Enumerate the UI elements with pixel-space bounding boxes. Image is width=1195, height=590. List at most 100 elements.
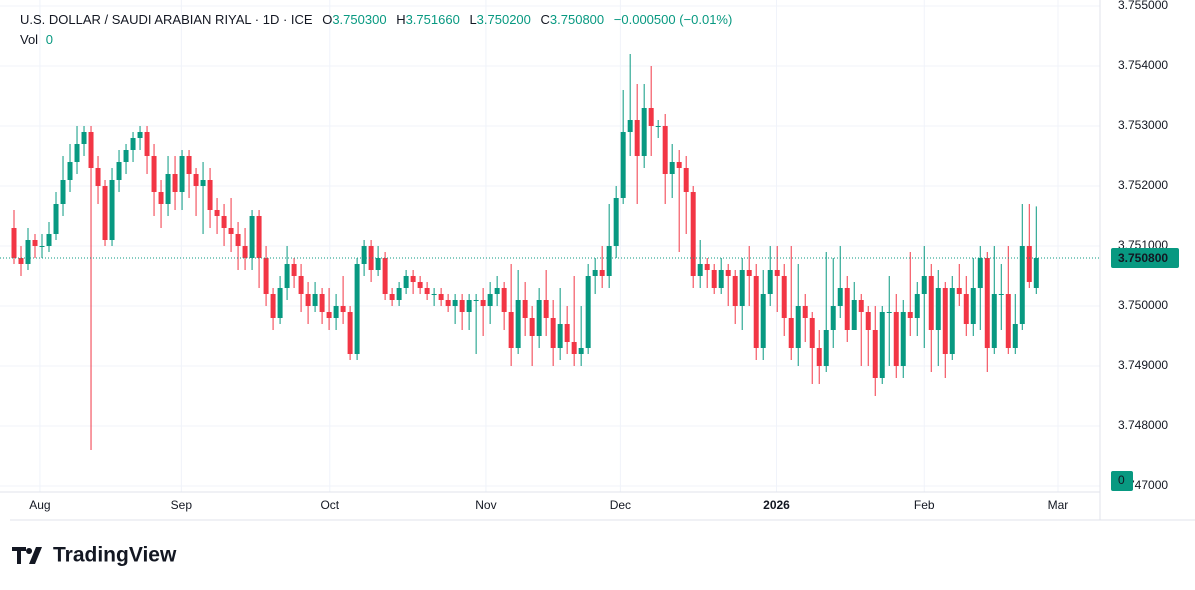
candle-body: [823, 330, 829, 366]
candle-body: [368, 246, 374, 270]
candle-body: [998, 294, 1004, 295]
ohlc-value: 3.750200: [477, 12, 531, 27]
candle-body: [970, 288, 976, 324]
logo-icon: [12, 547, 42, 564]
candle-body: [438, 294, 444, 300]
candle-body: [151, 156, 157, 192]
candle-body: [305, 294, 311, 306]
candle-body: [515, 300, 521, 348]
candle-body: [396, 288, 402, 300]
candle-body: [130, 138, 136, 150]
x-tick-label: Dec: [610, 498, 631, 512]
candle-body: [1026, 246, 1032, 282]
x-tick-label: Sep: [171, 498, 193, 512]
brand-name: TradingView: [53, 544, 177, 567]
candle-body: [494, 288, 500, 294]
candle-body: [788, 318, 794, 348]
candle-body: [431, 294, 437, 295]
y-tick-label: 3.750000: [1118, 298, 1168, 312]
candle-body: [452, 300, 458, 306]
candle-body: [711, 270, 717, 288]
candle-body: [242, 246, 248, 258]
candle-body: [900, 312, 906, 366]
candles: [0, 54, 1100, 450]
x-tick-label: Mar: [1048, 498, 1069, 512]
candle-body: [340, 306, 346, 312]
candle-body: [326, 312, 332, 318]
volume-tag-label: 0: [1118, 473, 1125, 487]
candle-body: [662, 126, 668, 174]
candle-body: [830, 306, 836, 330]
candle-body: [347, 312, 353, 354]
candle-body: [235, 234, 241, 246]
candle-body: [298, 276, 304, 294]
candle-body: [928, 276, 934, 330]
y-tick-label: 3.752000: [1118, 178, 1168, 192]
candle-body: [676, 162, 682, 168]
candle-body: [1012, 324, 1018, 348]
candle-body: [137, 132, 143, 138]
ohlc-label: O: [322, 12, 332, 27]
candle-body: [74, 144, 80, 162]
candle-body: [480, 300, 486, 306]
candle-body: [473, 300, 479, 301]
grid: [0, 0, 1100, 492]
volume-label: Vol: [20, 32, 38, 47]
candle-body: [11, 228, 17, 258]
candle-body: [459, 300, 465, 312]
candle-body: [354, 264, 360, 354]
candle-body: [935, 288, 941, 330]
candle-body: [991, 294, 997, 348]
candle-body: [25, 240, 31, 264]
candle-body: [522, 300, 528, 318]
candle-body: [361, 246, 367, 264]
candle-body: [802, 306, 808, 318]
candle-body: [291, 264, 297, 276]
candle-body: [256, 216, 262, 258]
candle-body: [564, 324, 570, 342]
candle-body: [606, 246, 612, 276]
candle-body: [956, 288, 962, 294]
candle-body: [690, 192, 696, 276]
candle-body: [669, 162, 675, 174]
candle-body: [165, 174, 171, 204]
candle-body: [704, 264, 710, 270]
y-tick-label: 3.754000: [1118, 58, 1168, 72]
volume-tag: [1111, 471, 1133, 491]
candle-body: [424, 288, 430, 294]
candle-body: [809, 318, 815, 348]
last-price-label: 3.750800: [1118, 251, 1168, 265]
candle-body: [914, 294, 920, 318]
legend-header: U.S. DOLLAR / SAUDI ARABIAN RIYAL · 1D ·…: [20, 12, 732, 27]
candle-body: [879, 312, 885, 378]
candle-body: [382, 258, 388, 294]
candle-body: [95, 168, 101, 186]
candle-body: [312, 294, 318, 306]
candle-body: [81, 132, 87, 144]
candle-body: [739, 270, 745, 306]
candle-body: [123, 150, 129, 162]
candle-body: [417, 282, 423, 288]
candle-body: [319, 294, 325, 312]
x-tick-label: Oct: [320, 498, 339, 512]
candle-body: [697, 264, 703, 276]
last-price-tag: [1111, 248, 1179, 268]
candle-body: [893, 312, 899, 366]
candle-body: [851, 300, 857, 330]
candle-body: [963, 294, 969, 324]
x-tick-label: Feb: [914, 498, 935, 512]
candle-body: [942, 288, 948, 354]
candle-body: [886, 312, 892, 313]
candle-body: [487, 294, 493, 306]
brand-logo: TradingView: [12, 544, 177, 567]
candle-body: [984, 258, 990, 348]
candle-body: [753, 276, 759, 348]
candle-body: [214, 210, 220, 216]
y-tick-label: 3.755000: [1118, 0, 1168, 12]
candle-body: [977, 258, 983, 288]
candle-body: [172, 174, 178, 192]
candle-body: [529, 318, 535, 336]
candle-body: [389, 294, 395, 300]
candle-body: [865, 312, 871, 330]
